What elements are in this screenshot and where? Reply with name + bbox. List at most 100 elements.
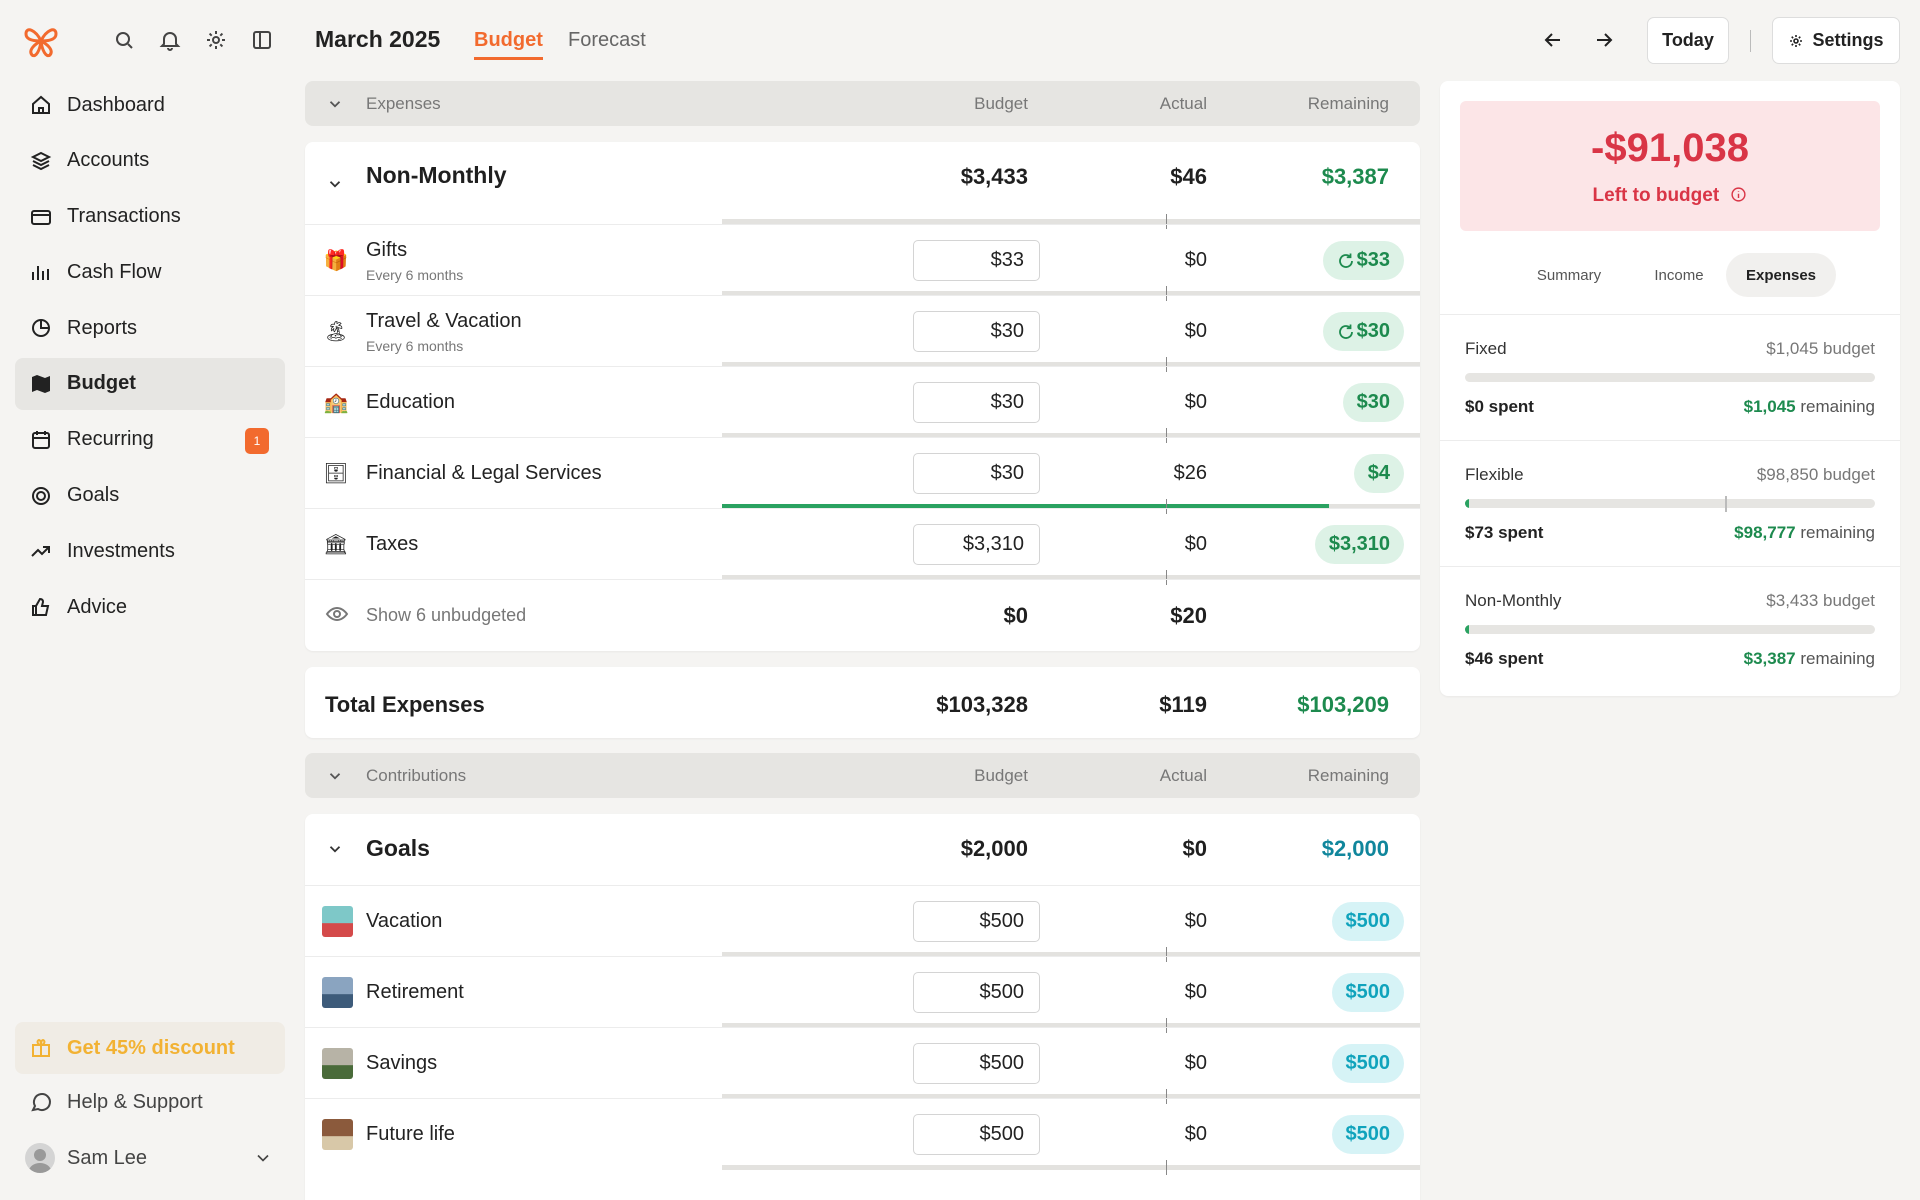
column-header-remaining: Remaining <box>1307 766 1389 785</box>
show-unbudgeted-row[interactable]: Show 6 unbudgeted $0 $20 <box>305 579 1420 650</box>
category-row[interactable]: 🎁 Gifts Every 6 months $33 $0 $33 <box>305 224 1420 301</box>
show-unbudgeted-label[interactable]: Show 6 unbudgeted <box>366 605 527 625</box>
group-name: Non-Monthly <box>366 162 507 188</box>
sidebar-item-investments[interactable]: Investments <box>15 525 285 577</box>
category-name: Gifts <box>366 239 408 261</box>
promo-label: Get 45% discount <box>67 1036 235 1059</box>
remaining-pill[interactable]: $500 <box>1331 1115 1404 1154</box>
discount-promo-button[interactable]: Get 45% discount <box>15 1022 285 1074</box>
school-icon: 🏫 <box>323 391 349 414</box>
progress-bar <box>722 1160 1420 1175</box>
budget-amount-input[interactable]: $500 <box>913 1114 1040 1155</box>
contributions-section-header[interactable]: Contributions Budget Actual Remaining <box>305 753 1420 798</box>
remaining-pill[interactable]: $500 <box>1331 1044 1404 1083</box>
palm-tree-icon: 🏝 <box>323 320 349 343</box>
remaining-pill[interactable]: $30 <box>1322 312 1404 351</box>
sidebar-item-advice[interactable]: Advice <box>15 581 285 633</box>
remaining-pill[interactable]: $500 <box>1331 902 1404 941</box>
left-to-budget-label: Left to budget <box>1460 185 1880 207</box>
sidebar-item-accounts[interactable]: Accounts <box>15 135 285 187</box>
remaining-word: remaining <box>1800 523 1875 542</box>
group-actual: $46 <box>1170 164 1207 189</box>
group-row[interactable]: Non-Monthly $3,433 $46 $3,387 <box>305 142 1420 229</box>
settings-label: Settings <box>1812 30 1884 50</box>
butterfly-logo-icon[interactable] <box>22 22 60 60</box>
category-row[interactable]: 🏝 Travel & Vacation Every 6 months $30 $… <box>305 295 1420 372</box>
chevron-down-icon[interactable] <box>326 767 344 785</box>
category-row[interactable]: 🗄 Financial & Legal Services $30 $26 $4 <box>305 437 1420 514</box>
goal-row[interactable]: Vacation $500 $0 $500 <box>305 885 1420 962</box>
section-remaining: $98,777 remaining <box>1734 523 1875 543</box>
budget-amount-input[interactable]: $33 <box>913 240 1040 281</box>
remaining-pill[interactable]: $33 <box>1322 241 1404 280</box>
info-icon[interactable] <box>1730 186 1747 203</box>
group-actual: $0 <box>1182 836 1207 861</box>
chevron-down-icon[interactable] <box>326 95 344 113</box>
budget-amount-input[interactable]: $30 <box>913 382 1040 423</box>
sidebar-toggle-icon[interactable] <box>250 28 274 52</box>
chevron-down-icon <box>257 1154 269 1162</box>
budget-summary-panel: -$91,038 Left to budget Summary Income E… <box>1440 81 1900 696</box>
sidebar-item-recurring[interactable]: Recurring 1 <box>15 414 285 466</box>
search-icon[interactable] <box>112 28 136 52</box>
today-button[interactable]: Today <box>1647 17 1729 64</box>
group-remaining: $3,387 <box>1321 164 1389 189</box>
chevron-down-icon[interactable] <box>326 175 344 193</box>
tab-expenses[interactable]: Expenses <box>1726 253 1836 297</box>
left-to-budget-amount: -$91,038 <box>1591 126 1749 170</box>
sidebar-item-transactions[interactable]: Transactions <box>15 191 285 243</box>
rollover-icon <box>1338 253 1353 268</box>
pie-chart-icon <box>32 319 50 338</box>
progress-bar <box>722 357 1420 372</box>
sidebar-item-budget[interactable]: Budget <box>15 357 285 410</box>
gear-icon[interactable] <box>204 28 228 52</box>
sidebar-item-dashboard[interactable]: Dashboard <box>15 79 285 131</box>
sidebar-item-reports[interactable]: Reports <box>15 302 285 354</box>
tab-income[interactable]: Income <box>1654 266 1704 284</box>
sidebar-item-cash-flow[interactable]: Cash Flow <box>15 246 285 298</box>
group-name: Goals <box>366 835 430 861</box>
remaining-pill[interactable]: $3,310 <box>1314 525 1404 564</box>
actual-amount: $0 <box>1184 320 1207 342</box>
sidebar-item-label: Advice <box>67 595 128 618</box>
target-icon <box>32 486 50 505</box>
budget-amount-input[interactable]: $3,310 <box>913 524 1040 565</box>
help-support-button[interactable]: Help & Support <box>15 1076 285 1128</box>
remaining-pill[interactable]: $30 <box>1342 383 1404 422</box>
actual-amount: $0 <box>1184 391 1207 413</box>
goal-row[interactable]: Savings $500 $0 $500 <box>305 1027 1420 1104</box>
home-icon <box>32 95 50 114</box>
tab-budget[interactable]: Budget <box>474 29 543 60</box>
sidebar-item-goals[interactable]: Goals <box>15 470 285 522</box>
user-menu[interactable]: Sam Lee <box>15 1132 285 1184</box>
remaining-pill[interactable]: $500 <box>1331 973 1404 1012</box>
arrow-right-icon[interactable] <box>1592 28 1616 52</box>
budget-amount-input[interactable]: $500 <box>913 972 1040 1013</box>
remaining-pill[interactable]: $4 <box>1353 454 1404 493</box>
goal-row[interactable]: Future life $500 $0 $500 <box>305 1098 1420 1175</box>
progress-marker <box>1166 570 1167 585</box>
budget-amount-input[interactable]: $30 <box>913 453 1040 494</box>
section-name: Non-Monthly <box>1465 591 1562 610</box>
budget-amount-input[interactable]: $500 <box>913 1043 1040 1084</box>
budget-amount-input[interactable]: $30 <box>913 311 1040 352</box>
category-row[interactable]: 🏛 Taxes $3,310 $0 $3,310 <box>305 508 1420 585</box>
category-row[interactable]: 🏫 Education $30 $0 $30 <box>305 366 1420 443</box>
category-name: Financial & Legal Services <box>366 462 602 484</box>
expenses-section-header[interactable]: Expenses Budget Actual Remaining <box>305 81 1420 126</box>
bell-icon[interactable] <box>158 28 182 52</box>
goal-row[interactable]: Retirement $500 $0 $500 <box>305 956 1420 1033</box>
tab-summary[interactable]: Summary <box>1536 266 1602 284</box>
group-row[interactable]: Goals $2,000 $0 $2,000 <box>305 814 1420 885</box>
chevron-down-icon[interactable] <box>326 840 344 858</box>
tab-forecast[interactable]: Forecast <box>568 29 646 51</box>
actual-amount: $0 <box>1184 1052 1207 1074</box>
settings-button[interactable]: Settings <box>1772 17 1900 64</box>
progress-marker <box>1166 286 1167 301</box>
column-header-actual: Actual <box>1159 94 1207 113</box>
non-monthly-group-card: Non-Monthly $3,433 $46 $3,387 🎁 Gifts Ev… <box>305 142 1420 651</box>
arrow-left-icon[interactable] <box>1541 28 1565 52</box>
budget-amount-input[interactable]: $500 <box>913 901 1040 942</box>
category-name: Taxes <box>366 533 419 555</box>
summary-section-flexible: Flexible $98,850 budget $73 spent $98,77… <box>1440 440 1900 566</box>
